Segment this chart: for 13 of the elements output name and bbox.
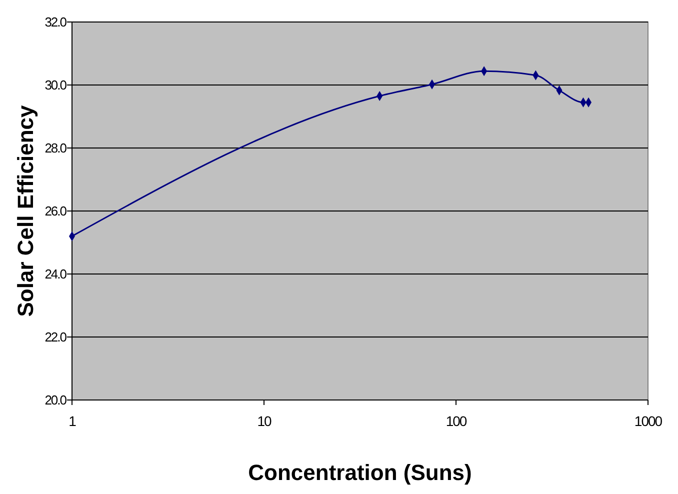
y-tick-label: 30.0 [44, 78, 67, 93]
x-tick-label: 1000 [634, 413, 663, 429]
x-tick-label: 100 [446, 413, 468, 429]
y-tick-label: 32.0 [44, 14, 67, 30]
y-tick-label: 22.0 [44, 330, 67, 345]
y-tick-label: 20.0 [44, 392, 67, 408]
y-tick-label: 24.0 [44, 266, 67, 282]
y-axis-title: Solar Cell Efficiency [13, 104, 38, 317]
y-tick-label: 26.0 [44, 204, 67, 219]
y-tick-label: 28.0 [44, 140, 67, 156]
x-axis-title: Concentration (Suns) [248, 460, 472, 485]
x-tick-label: 10 [257, 413, 272, 429]
x-tick-label: 1 [68, 413, 77, 429]
